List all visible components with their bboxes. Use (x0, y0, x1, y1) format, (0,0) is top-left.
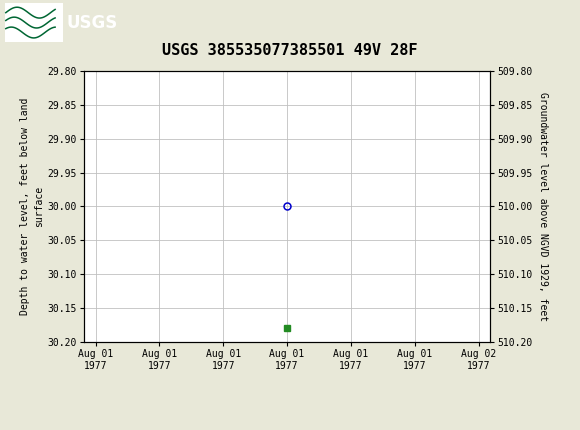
Y-axis label: Depth to water level, feet below land
surface: Depth to water level, feet below land su… (20, 98, 44, 315)
Bar (5, 3, 63, 43)
Y-axis label: Groundwater level above NGVD 1929, feet: Groundwater level above NGVD 1929, feet (538, 92, 548, 321)
Text: USGS 385535077385501 49V 28F: USGS 385535077385501 49V 28F (162, 43, 418, 58)
Text: USGS: USGS (67, 14, 118, 31)
